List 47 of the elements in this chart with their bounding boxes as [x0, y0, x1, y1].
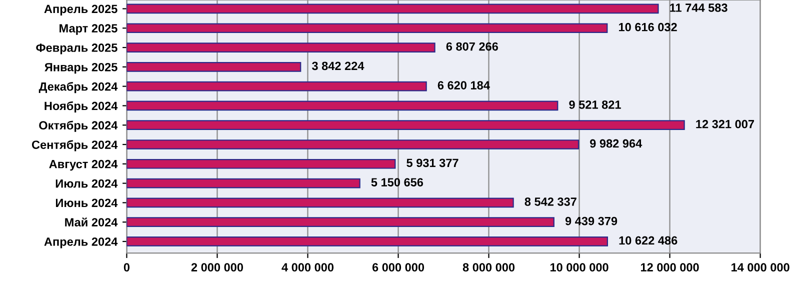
- x-tick-label: 8 000 000: [462, 263, 515, 272]
- bar: [126, 198, 514, 208]
- x-tick-label: 12 000 000: [640, 263, 699, 272]
- bar: [126, 42, 436, 52]
- x-tick-label: 14 000 000: [732, 263, 790, 272]
- y-tick-label: Апрель 2024: [44, 238, 118, 248]
- y-tick-label: Сентябрь 2024: [32, 140, 118, 152]
- y-tick-label: Август 2024: [49, 160, 118, 171]
- bar: [126, 23, 608, 34]
- y-tick-label: Январь 2025: [44, 62, 118, 74]
- data-label: 11 744 583: [670, 4, 728, 12]
- x-tick-label: 0: [124, 263, 130, 272]
- bar: [126, 100, 558, 111]
- y-tick-label: Ноябрь 2024: [44, 101, 118, 112]
- data-label: 9 521 821: [569, 100, 621, 109]
- x-tick-label: 6 000 000: [372, 263, 424, 272]
- y-tick-label: Апрель 2025: [44, 4, 118, 16]
- y-tick-label: Март 2025: [60, 24, 118, 35]
- bar: [126, 140, 580, 150]
- data-label: 5 150 656: [371, 178, 424, 186]
- y-tick-label: Декабрь 2024: [38, 82, 118, 94]
- data-label: 10 622 486: [619, 236, 678, 245]
- y-tick-label: Июнь 2024: [56, 198, 118, 208]
- data-label: 10 616 032: [619, 22, 677, 32]
- data-label: 6 620 184: [438, 81, 490, 90]
- y-tick-label: Май 2024: [65, 218, 118, 226]
- bar: [126, 217, 554, 227]
- bar: [126, 236, 608, 246]
- x-tick-label: 2 000 000: [191, 263, 244, 272]
- x-tick-label: 4 000 000: [282, 263, 334, 272]
- x-tick-label: 10 000 000: [550, 263, 608, 272]
- data-label: 6 807 266: [446, 42, 498, 51]
- y-tick-label: Октябрь 2024: [39, 120, 118, 132]
- bar: [126, 62, 302, 72]
- data-label: 12 321 007: [696, 120, 754, 128]
- bar: [126, 158, 396, 169]
- data-label: 3 842 224: [312, 62, 364, 70]
- data-label: 8 542 337: [524, 197, 576, 206]
- bar: [126, 4, 659, 14]
- data-label: 9 439 379: [565, 216, 618, 226]
- data-label: 9 982 964: [590, 139, 642, 148]
- bar: [126, 120, 685, 130]
- y-tick-label: Июль 2024: [56, 179, 118, 188]
- y-tick-label: Февраль 2025: [36, 44, 118, 54]
- bar: [126, 81, 427, 92]
- data-label: 5 931 377: [406, 158, 458, 168]
- bar: [126, 178, 360, 188]
